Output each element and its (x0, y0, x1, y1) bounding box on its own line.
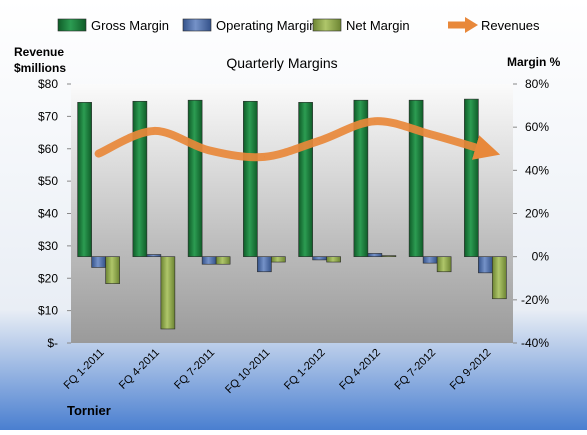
revenues-point-7 (484, 149, 486, 151)
revenues-line (94, 117, 501, 162)
left-tick-label: $10 (38, 304, 58, 318)
legend-label: Net Margin (346, 18, 410, 33)
left-tick-label: $80 (38, 77, 58, 91)
legend-swatch-gross-margin (57, 18, 87, 32)
bar-operating-margin-4 (312, 256, 327, 261)
revenues-point-5 (374, 120, 376, 122)
bar-operating-margin-7 (478, 256, 493, 274)
bar-gross-margin-1 (132, 100, 148, 257)
bar-gross-margin-4 (298, 102, 313, 257)
bar-gross-margin-2 (187, 99, 203, 257)
revenues-point-4 (319, 140, 321, 142)
legend-swatch-operating-margin (182, 18, 212, 32)
revenues-point-6 (429, 133, 431, 135)
left-tick-label: $70 (38, 109, 58, 123)
legend-swatch-arrow (465, 17, 478, 33)
bar-operating-margin-3 (257, 256, 272, 273)
left-tick-label: $40 (38, 207, 58, 221)
bar-net-margin-5 (381, 255, 397, 257)
left-tick-label: $- (47, 336, 58, 350)
revenues-point-2 (208, 149, 210, 151)
left-axis-title-line-1: Revenue (14, 45, 64, 59)
bar-gross-margin-0 (77, 102, 92, 257)
left-tick-label: $50 (38, 174, 58, 188)
legend-label: Gross Margin (91, 18, 169, 33)
left-tick-label: $20 (38, 271, 58, 285)
left-axis-title-line-2: $millions (14, 61, 66, 75)
legend-swatch-net-margin (312, 18, 342, 32)
right-tick-label: 0% (532, 250, 550, 264)
bar-gross-margin-6 (408, 99, 424, 257)
bar-operating-margin-1 (146, 254, 162, 257)
chart-title: Quarterly Margins (226, 55, 337, 71)
bar-net-margin-6 (436, 256, 452, 273)
right-tick-label: 20% (525, 207, 549, 221)
bar-operating-margin-2 (201, 256, 217, 265)
bar-operating-margin-6 (422, 256, 438, 264)
bar-gross-margin-3 (243, 100, 258, 257)
revenues-point-0 (98, 153, 100, 155)
left-axis-ticks: $- $10 $20 $30 $40 $50 $60 $70 $80 (38, 77, 71, 350)
legend-label: Revenues (481, 18, 540, 33)
revenues-point-1 (153, 130, 155, 132)
right-tick-label: 80% (525, 77, 549, 91)
right-tick-label: -40% (521, 336, 549, 350)
bar-gross-margin-5 (353, 99, 369, 257)
right-tick-label: -20% (521, 293, 549, 307)
legend-label: Operating Margin (216, 18, 316, 33)
revenue-line-layer (94, 117, 501, 162)
revenues-point-3 (263, 156, 265, 158)
bar-net-margin-0 (105, 256, 120, 284)
bar-net-margin-7 (492, 256, 507, 300)
company-label: Tornier (67, 403, 111, 418)
right-tick-label: 60% (525, 120, 549, 134)
bar-operating-margin-0 (91, 256, 106, 268)
right-tick-label: 40% (525, 163, 549, 177)
legend: Gross Margin Operating Margin Net Margin Re… (57, 17, 540, 33)
left-tick-label: $60 (38, 142, 58, 156)
bar-gross-margin-7 (464, 98, 479, 257)
bar-operating-margin-5 (367, 253, 383, 257)
bar-net-margin-4 (326, 256, 341, 263)
right-axis-title: Margin % (507, 55, 561, 69)
left-tick-label: $30 (38, 239, 58, 253)
bar-net-margin-1 (160, 256, 176, 330)
right-axis-ticks: -40% -20% 0% 20% 40% 60% 80% (513, 77, 549, 350)
bar-net-margin-3 (271, 256, 286, 263)
bar-net-margin-2 (215, 256, 231, 265)
